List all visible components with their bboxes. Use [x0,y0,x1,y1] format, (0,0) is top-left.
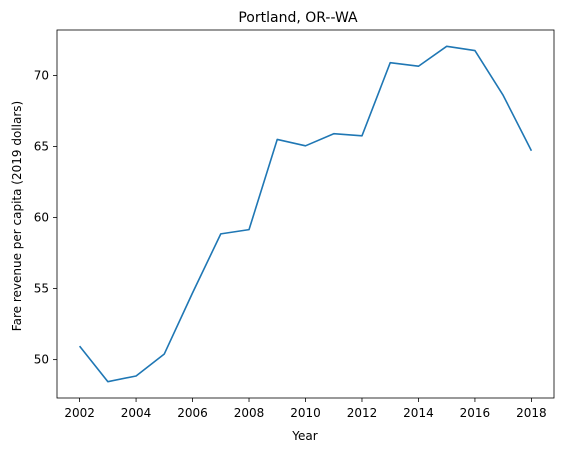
y-tick-label: 55 [34,282,49,296]
y-tick-label: 65 [34,140,49,154]
x-tick-label: 2002 [64,406,95,420]
x-tick-label: 2010 [290,406,321,420]
series-line [78,45,533,383]
y-tick-label: 70 [34,68,49,82]
x-tick-label: 2008 [234,406,265,420]
chart-title: Portland, OR--WA [238,10,358,26]
x-tick-label: 2018 [516,406,547,420]
y-tick-label: 50 [34,353,49,367]
x-tick-label: 2004 [121,406,152,420]
x-tick-label: 2012 [347,406,378,420]
y-tick-label: 60 [34,211,49,225]
y-axis-label: Fare revenue per capita (2019 dollars) [10,101,24,331]
x-tick-label: 2014 [403,406,434,420]
x-tick-label: 2016 [460,406,491,420]
plot-area: 2002 2004 2006 2008 2010 2012 2014 2016 2018 50 55… [34,29,555,420]
plot-frame [56,29,555,399]
x-tick-label: 2006 [177,406,208,420]
x-axis-label: Year [291,429,317,443]
